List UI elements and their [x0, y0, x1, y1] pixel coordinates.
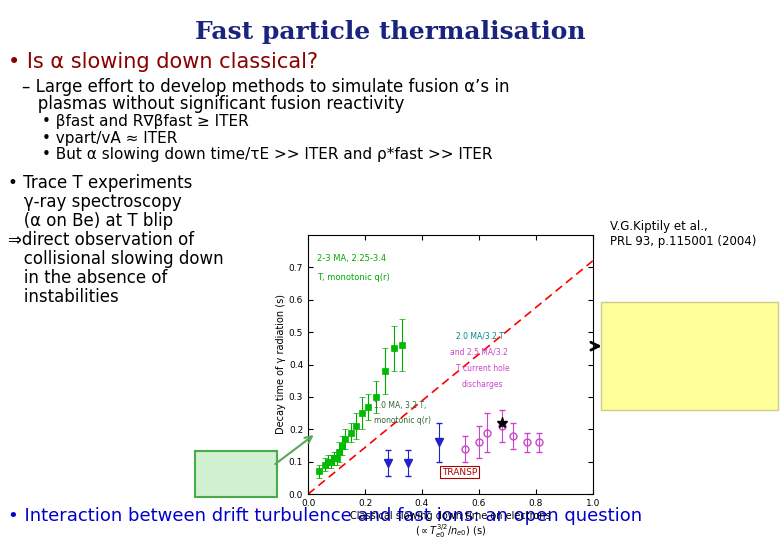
Text: instabilities: instabilities [8, 288, 119, 306]
Text: in the absence of: in the absence of [8, 269, 168, 287]
Text: monotonic q(r): monotonic q(r) [374, 416, 431, 425]
Text: • Trace T experiments: • Trace T experiments [8, 174, 193, 192]
X-axis label: Classical slowing down time on electrons
($\propto T_{e0}^{3/2}/n_{e0}$) (s): Classical slowing down time on electrons… [350, 511, 551, 540]
Text: 1.0 MA, 3.2 T,: 1.0 MA, 3.2 T, [374, 401, 426, 410]
Text: Fast particle thermalisation: Fast particle thermalisation [195, 20, 585, 44]
Text: TRANSP: TRANSP [442, 468, 477, 477]
Text: 2.0 MA/3.2 T: 2.0 MA/3.2 T [456, 332, 504, 341]
Text: 2-3 MA, 2.25-3.4: 2-3 MA, 2.25-3.4 [317, 254, 386, 263]
Text: • vpart/vA ≈ ITER: • vpart/vA ≈ ITER [42, 131, 177, 145]
Text: Current
profile not
apt to confine
α’s: Current profile not apt to confine α’s [633, 323, 746, 390]
Text: and 2.5 MA/3.2: and 2.5 MA/3.2 [451, 348, 509, 357]
Text: Too low
current: Too low current [211, 459, 261, 489]
Text: γ-ray spectroscopy: γ-ray spectroscopy [8, 193, 182, 211]
Text: T, monotonic q(r): T, monotonic q(r) [317, 273, 389, 282]
Y-axis label: Decay time of γ radiation (s): Decay time of γ radiation (s) [276, 294, 286, 435]
Text: • βfast and R∇βfast ≥ ITER: • βfast and R∇βfast ≥ ITER [42, 114, 249, 130]
Text: collisional slowing down: collisional slowing down [8, 250, 224, 268]
Text: • Is α slowing down classical?: • Is α slowing down classical? [8, 52, 318, 72]
Text: • Interaction between drift turbulence and fast ions: an open question: • Interaction between drift turbulence a… [8, 507, 642, 525]
Text: ⇒direct observation of: ⇒direct observation of [8, 231, 194, 249]
Text: • But α slowing down time/τE >> ITER and ρ*fast >> ITER: • But α slowing down time/τE >> ITER and… [42, 146, 492, 161]
Text: T current hole: T current hole [456, 364, 510, 373]
Text: (α on Be) at T blip: (α on Be) at T blip [8, 212, 173, 230]
Text: V.G.Kiptily et al.,
PRL 93, p.115001 (2004): V.G.Kiptily et al., PRL 93, p.115001 (20… [610, 220, 757, 248]
Text: – Large effort to develop methods to simulate fusion α’s in: – Large effort to develop methods to sim… [22, 78, 509, 96]
Text: plasmas without significant fusion reactivity: plasmas without significant fusion react… [22, 95, 404, 113]
Text: discharges: discharges [462, 380, 503, 389]
